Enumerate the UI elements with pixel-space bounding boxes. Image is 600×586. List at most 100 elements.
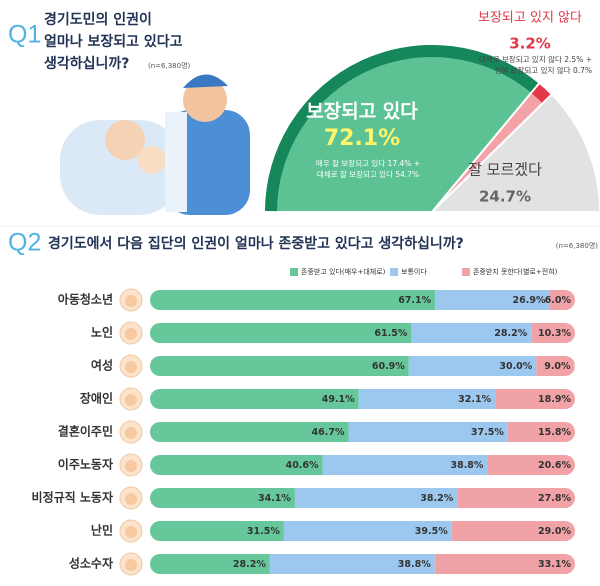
value-label: 30.0%: [499, 361, 532, 372]
value-label: 38.8%: [398, 559, 431, 570]
segment-label: 보장되고 있다: [306, 101, 418, 123]
bar-segment: [150, 455, 323, 475]
segment-label: 보장되고 있지 않다: [478, 11, 582, 26]
bar-segment: [536, 356, 575, 376]
bar-segment: [531, 323, 575, 343]
question-title: 얼마나 보장되고 있다고: [44, 33, 183, 50]
value-label: 33.1%: [538, 559, 571, 570]
value-label: 38.2%: [420, 493, 453, 504]
bar-row: [150, 323, 575, 343]
category-label: 비정규직 노동자: [32, 490, 113, 505]
group-icon-face: [125, 295, 137, 307]
bar-row: [150, 356, 575, 376]
value-label: 28.2%: [494, 328, 527, 339]
question-title: 경기도민의 인권이: [44, 11, 152, 28]
bar-segment: [358, 389, 496, 409]
bar-segment: [549, 290, 575, 310]
value-label: 40.6%: [286, 460, 319, 471]
bar-row: [150, 290, 575, 310]
group-icon-face: [125, 493, 137, 505]
segment-note: 전혀 보장되고 있지 않다 0.7%: [494, 65, 592, 75]
bar-segment: [495, 389, 575, 409]
sample-size: (n=6,380명): [556, 241, 599, 250]
bar-row: [150, 521, 575, 541]
value-label: 61.5%: [374, 328, 407, 339]
bar-segment: [435, 290, 550, 310]
question-title: 경기도에서 다음 집단의 인권이 얼마나 존중받고 있다고 생각하십니까?: [48, 235, 464, 252]
bar-segment: [434, 554, 575, 574]
value-label: 15.8%: [538, 427, 571, 438]
value-label: 9.0%: [544, 361, 571, 372]
value-label: 10.3%: [538, 328, 571, 339]
legend-swatch: [390, 268, 398, 276]
bar-segment: [283, 521, 452, 541]
value-label: 27.8%: [538, 493, 571, 504]
bar-row: [150, 422, 575, 442]
category-label: 성소수자: [69, 556, 113, 571]
bar-row: [150, 554, 575, 574]
bar-segment: [348, 422, 508, 442]
value-label: 29.0%: [538, 526, 571, 537]
value-label: 37.5%: [471, 427, 504, 438]
category-label: 장애인: [80, 391, 113, 406]
bar-row: [150, 488, 575, 508]
value-label: 39.5%: [415, 526, 448, 537]
group-icon-face: [125, 394, 137, 406]
value-label: 67.1%: [398, 295, 431, 306]
value-label: 34.1%: [258, 493, 291, 504]
bar-segment: [408, 356, 537, 376]
bar-segment: [150, 422, 349, 442]
bar-segment: [322, 455, 488, 475]
legend-label: 보통이다: [401, 267, 427, 276]
value-label: 49.1%: [322, 394, 355, 405]
group-icon-face: [125, 328, 137, 340]
segment-note: 대체로 잘 보장되고 있다 54.7%: [317, 169, 419, 179]
wedge-rim: [531, 84, 551, 103]
segment-note: 대체로 보장되고 있지 않다 2.5% +: [479, 54, 592, 64]
value-label: 60.9%: [372, 361, 405, 372]
bar-segment: [411, 323, 532, 343]
group-icon-face: [125, 427, 137, 439]
category-label: 난민: [91, 523, 113, 538]
bar-segment: [150, 389, 359, 409]
bar-segment: [457, 488, 575, 508]
legend-label: 존중받지 못한다(별로+전혀): [473, 267, 558, 276]
category-label: 여성: [91, 358, 113, 373]
bar-segment: [451, 521, 575, 541]
value-label: 31.5%: [247, 526, 280, 537]
legend-label: 존중받고 있다(매우+대체로): [301, 267, 386, 276]
value-label: 28.2%: [233, 559, 266, 570]
question-title: 생각하십니까?: [44, 55, 129, 72]
bar-segment: [487, 455, 575, 475]
segment-value: 24.7%: [479, 188, 531, 206]
bar-segment: [150, 521, 284, 541]
question-label: Q2: [8, 229, 41, 257]
category-label: 이주노동자: [58, 457, 113, 472]
group-icon-face: [125, 361, 137, 373]
sample-size: (n=6,380명): [148, 61, 191, 70]
bar-row: [150, 389, 575, 409]
question-label: Q1: [8, 21, 41, 49]
bar-segment: [150, 488, 295, 508]
group-icon-face: [125, 526, 137, 538]
value-label: 46.7%: [312, 427, 345, 438]
wedge-rim: [265, 45, 539, 212]
group-icon-face: [125, 460, 137, 472]
illustration: [60, 74, 250, 215]
value-label: 26.9%: [513, 295, 546, 306]
legend-swatch: [290, 268, 298, 276]
category-label: 결혼이주민: [58, 424, 113, 439]
segment-value: 72.1%: [324, 126, 400, 151]
segment-label: 잘 모르겠다: [468, 161, 542, 179]
segment-note: 매우 잘 보장되고 있다 17.4% +: [316, 158, 420, 168]
bar-segment: [507, 422, 575, 442]
segment-value: 3.2%: [509, 35, 551, 53]
value-label: 20.6%: [538, 460, 571, 471]
category-label: 노인: [91, 325, 113, 340]
stacked-bar-chart: Q2 경기도에서 다음 집단의 인권이 얼마나 존중받고 있다고 생각하십니까? (…: [8, 229, 599, 576]
legend-swatch: [462, 268, 470, 276]
bar-segment: [150, 290, 436, 310]
bar-segment: [150, 356, 409, 376]
bar-segment: [150, 554, 270, 574]
